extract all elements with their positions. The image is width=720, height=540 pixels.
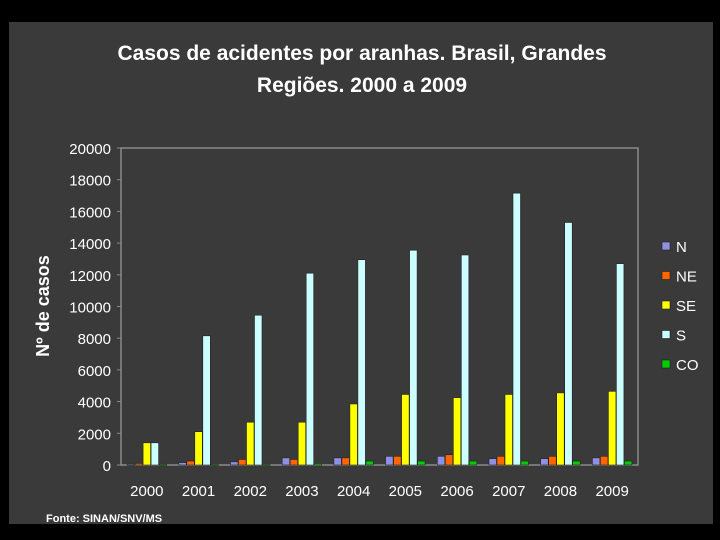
legend-label-s: S bbox=[676, 328, 686, 345]
bar-s-2008 bbox=[564, 222, 573, 466]
legend: N NE SE S CO bbox=[661, 239, 699, 374]
bar-ne-2005 bbox=[393, 455, 402, 466]
bar-se-2009 bbox=[608, 390, 617, 466]
x-tick-label: 2009 bbox=[595, 483, 628, 500]
y-tick-label: 12000 bbox=[69, 268, 111, 285]
bar-n-2007 bbox=[488, 458, 497, 466]
bar-n-2002 bbox=[230, 461, 239, 466]
bar-co-2000 bbox=[158, 463, 167, 466]
bar-se-2006 bbox=[452, 397, 462, 466]
y-axis: 0 2000 4000 6000 8000 10000 12000 14000 16000 180… bbox=[69, 141, 121, 475]
legend-label-se: SE bbox=[676, 298, 696, 315]
bar-se-2008 bbox=[556, 392, 565, 466]
y-tick-label: 18000 bbox=[69, 173, 111, 190]
bar-co-2007 bbox=[520, 460, 529, 466]
x-tick-label: 2006 bbox=[440, 483, 473, 500]
bar-co-2003 bbox=[313, 463, 323, 466]
legend-label-co: CO bbox=[676, 357, 699, 374]
bar-n-2006 bbox=[436, 455, 446, 466]
legend-swatch-co bbox=[661, 359, 671, 369]
bar-s-2006 bbox=[460, 254, 470, 466]
y-tick-label: 4000 bbox=[78, 395, 111, 412]
bar-ne-2001 bbox=[186, 460, 195, 466]
x-tick-label: 2000 bbox=[130, 483, 163, 500]
source-note: Fonte: SINAN/SNV/MS bbox=[46, 513, 163, 525]
bar-se-2000 bbox=[142, 442, 151, 466]
bar-co-2002 bbox=[262, 463, 271, 466]
x-tick-label: 2007 bbox=[492, 483, 525, 500]
bar-se-2007 bbox=[504, 394, 513, 466]
x-tick-label: 2001 bbox=[182, 483, 215, 500]
y-tick-label: 0 bbox=[103, 458, 111, 475]
bar-se-2003 bbox=[297, 421, 307, 466]
x-tick-label: 2002 bbox=[234, 483, 267, 500]
x-tick-label: 2008 bbox=[544, 483, 577, 500]
bar-co-2004 bbox=[365, 460, 374, 466]
bar-ne-2009 bbox=[600, 455, 609, 466]
bar-s-2007 bbox=[512, 192, 521, 466]
bar-co-2008 bbox=[572, 460, 581, 466]
bar-ne-2004 bbox=[341, 457, 350, 466]
bar-n-2009 bbox=[592, 457, 601, 466]
x-axis: 2000 2001 2002 2003 2004 2005 2006 2007 2008 2009 bbox=[130, 483, 629, 500]
x-tick-label: 2004 bbox=[337, 483, 370, 500]
bar-ne-2002 bbox=[238, 459, 247, 466]
y-tick-label: 16000 bbox=[69, 204, 111, 221]
chart-title-line-1: Casos de acidentes por aranhas. Brasil, … bbox=[117, 42, 607, 65]
bar-ne-2007 bbox=[496, 455, 505, 466]
y-tick-label: 10000 bbox=[69, 300, 111, 317]
chart-title-line-2: Regiões. 2000 a 2009 bbox=[256, 74, 468, 97]
bar-n-2005 bbox=[385, 455, 394, 466]
bar-co-2006 bbox=[468, 460, 478, 466]
bar-s-2009 bbox=[616, 263, 625, 466]
bar-s-2004 bbox=[357, 259, 366, 466]
bar-co-2005 bbox=[417, 460, 426, 466]
bar-s-2001 bbox=[202, 335, 211, 466]
bar-s-2002 bbox=[254, 314, 263, 466]
y-axis-label: Nº de casos bbox=[33, 255, 53, 357]
bar-n-2004 bbox=[333, 457, 342, 466]
legend-swatch-s bbox=[661, 330, 671, 339]
y-tick-label: 14000 bbox=[69, 236, 111, 253]
bar-n-2001 bbox=[178, 462, 187, 466]
bar-ne-2000 bbox=[134, 463, 143, 466]
x-tick-label: 2003 bbox=[285, 483, 318, 500]
y-tick-label: 6000 bbox=[78, 363, 111, 380]
y-tick-label: 20000 bbox=[69, 141, 111, 158]
bar-ne-2003 bbox=[289, 459, 299, 466]
y-tick-label: 8000 bbox=[78, 331, 111, 348]
x-tick-label: 2005 bbox=[389, 483, 422, 500]
bar-ne-2006 bbox=[444, 454, 454, 466]
legend-label-n: N bbox=[676, 239, 687, 256]
bar-se-2002 bbox=[246, 421, 255, 466]
bars bbox=[126, 192, 633, 466]
chart-title: Casos de acidentes por aranhas. Brasil, … bbox=[0, 38, 720, 102]
bar-n-2008 bbox=[540, 458, 549, 466]
legend-swatch-se bbox=[661, 300, 671, 310]
legend-swatch-ne bbox=[661, 271, 671, 280]
bar-se-2001 bbox=[194, 431, 203, 466]
bar-se-2004 bbox=[349, 403, 358, 466]
bar-s-2005 bbox=[409, 249, 418, 466]
y-tick-label: 2000 bbox=[78, 426, 111, 443]
legend-swatch-n bbox=[661, 241, 671, 251]
bar-co-2001 bbox=[210, 463, 219, 466]
bar-co-2009 bbox=[624, 460, 633, 466]
bar-s-2000 bbox=[150, 442, 159, 466]
bar-n-2003 bbox=[281, 457, 291, 466]
bar-s-2003 bbox=[305, 272, 315, 466]
bar-ne-2008 bbox=[548, 455, 557, 466]
bar-se-2005 bbox=[401, 394, 410, 466]
legend-label-ne: NE bbox=[676, 269, 697, 286]
bar-n-2000 bbox=[126, 463, 135, 466]
